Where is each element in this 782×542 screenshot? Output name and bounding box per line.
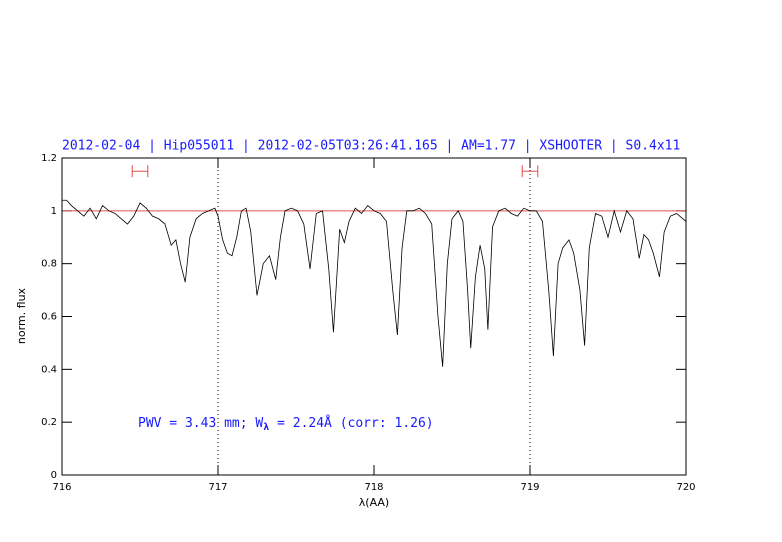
annotation-part: PWV = 3.43 mm; W <box>138 416 263 431</box>
x-tick-label: 717 <box>208 482 227 493</box>
x-tick-label: 716 <box>52 482 71 493</box>
plot-frame <box>61 157 687 476</box>
y-tick-label: 1 <box>51 206 57 217</box>
y-tick-label: 0.8 <box>41 259 57 270</box>
y-tick-label: 0.4 <box>41 364 57 375</box>
x-tick-label: 719 <box>520 482 539 493</box>
annotation-part: = 2.24Å (corr: 1.26) <box>269 415 433 431</box>
y-tick-label: 0.2 <box>41 417 57 428</box>
annotation-subscript: λ <box>263 422 269 433</box>
y-tick-label: 1.2 <box>41 153 57 164</box>
x-tick-label: 720 <box>676 482 695 493</box>
spectrum-line <box>62 199 687 367</box>
x-axis-label: λ(AA) <box>359 496 389 509</box>
y-axis-label: norm. flux <box>15 287 28 344</box>
y-tick-label: 0.6 <box>41 312 57 323</box>
chart-title: 2012-02-04 | Hip055011 | 2012-02-05T03:2… <box>62 139 680 154</box>
x-tick-label: 718 <box>364 482 383 493</box>
y-tick-label: 0 <box>51 470 57 481</box>
annotation: PWV = 3.43 mm; Wλ = 2.24Å (corr: 1.26) <box>138 415 434 434</box>
